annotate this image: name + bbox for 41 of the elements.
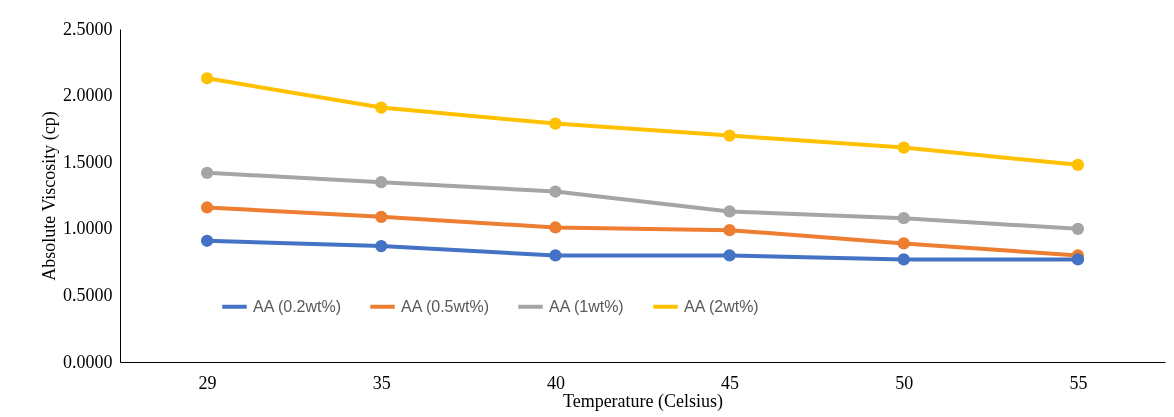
- point: [200, 166, 214, 179]
- point: [897, 212, 910, 225]
- point: [1071, 253, 1085, 266]
- y-tick-label: 0.0000: [63, 351, 113, 372]
- x-tick-label: 29: [198, 372, 217, 393]
- point: [375, 240, 388, 253]
- y-tick-label: 2.5000: [63, 18, 113, 39]
- y-tick-label: 0.5000: [63, 284, 113, 305]
- point: [723, 205, 736, 218]
- point: [200, 234, 214, 247]
- point: [549, 249, 562, 262]
- legend-label: AA (1wt%): [549, 297, 624, 315]
- point: [723, 224, 736, 237]
- x-tick-label: 35: [372, 372, 391, 393]
- point: [1071, 158, 1085, 171]
- point: [1071, 222, 1085, 235]
- x-tick-label: 45: [721, 372, 740, 393]
- legend-label: AA (0.5wt%): [401, 297, 490, 315]
- point: [897, 237, 910, 250]
- y-axis-title: Absolute Viscosity (cp): [39, 111, 60, 281]
- y-tick-label: 1.0000: [63, 218, 113, 239]
- point: [549, 185, 562, 198]
- point: [375, 176, 388, 189]
- point: [897, 141, 910, 154]
- point: [375, 210, 388, 223]
- point: [723, 249, 736, 262]
- legend-label: AA (2wt%): [684, 297, 759, 315]
- point: [200, 201, 214, 214]
- x-tick-label: 55: [1069, 372, 1088, 393]
- x-tick-label: 40: [546, 372, 565, 393]
- point: [549, 221, 562, 234]
- y-tick-label: 1.5000: [63, 151, 113, 172]
- x-tick-label: 50: [895, 372, 914, 393]
- point: [723, 129, 736, 142]
- y-tick-label: 2.0000: [63, 85, 113, 106]
- point: [549, 117, 562, 130]
- x-axis-title: Temperature (Celsius): [562, 390, 724, 412]
- point: [200, 72, 214, 85]
- point: [897, 253, 910, 266]
- legend-label: AA (0.2wt%): [253, 297, 342, 315]
- point: [375, 101, 388, 114]
